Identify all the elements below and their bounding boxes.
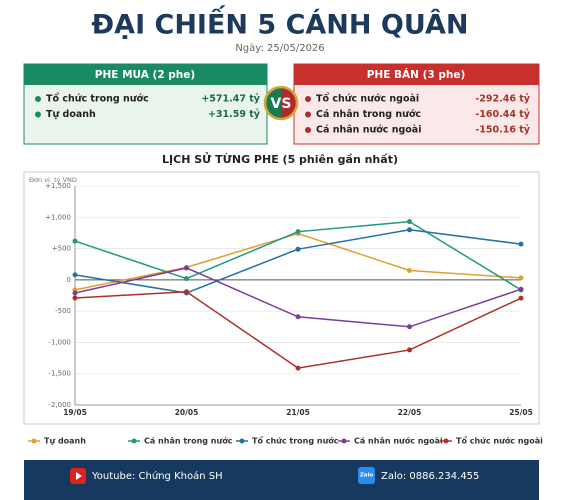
sell-panel-header xyxy=(294,64,539,85)
data-point xyxy=(295,314,301,320)
row-value: +571.47 tỷ xyxy=(201,94,260,105)
legend-dot xyxy=(131,438,137,444)
row-label: Tổ chức trong nước xyxy=(46,93,149,105)
date: Ngày: 25/05/2026 xyxy=(235,42,324,54)
data-point xyxy=(72,295,78,301)
legend-label: Cá nhân trong nước xyxy=(144,436,233,446)
y-tick-label: -500 xyxy=(55,307,71,315)
chart-title: LỊCH SỬ TỪNG PHE (5 phiên gần nhất) xyxy=(162,152,398,166)
data-point xyxy=(407,227,412,233)
y-tick-label: +500 xyxy=(52,245,71,253)
title: ĐẠI CHIẾN 5 CÁNH QUÂN xyxy=(92,6,469,41)
y-tick-label: -1,000 xyxy=(48,338,71,346)
data-point xyxy=(72,290,78,296)
footer xyxy=(24,460,539,500)
row-label: Cá nhân nước ngoài xyxy=(316,125,421,136)
data-point xyxy=(295,246,301,252)
sell-panel-title: PHE BÁN (3 phe) xyxy=(367,68,466,81)
data-point xyxy=(184,276,189,282)
zalo-text[interactable]: Zalo: 0886.234.455 xyxy=(381,471,479,482)
y-axis-label: Đơn vị: tỷ VND xyxy=(29,175,77,184)
y-tick-label: -2,000 xyxy=(48,401,71,409)
buy-panel-header xyxy=(24,64,267,85)
youtube-text[interactable]: Youtube: Chứng Khoán SH xyxy=(91,470,223,482)
data-point xyxy=(518,241,524,247)
legend-dot xyxy=(239,438,245,444)
youtube-play xyxy=(76,472,82,480)
vs-badge xyxy=(263,85,299,121)
y-tick-label: +1,500 xyxy=(45,182,71,190)
legend-label: Tổ chức nước ngoài xyxy=(456,435,543,446)
row-value: -292.46 tỷ xyxy=(475,94,530,105)
x-tick-label: 20/05 xyxy=(175,408,199,417)
x-tick-label: 25/05 xyxy=(509,408,533,417)
legend-dot xyxy=(443,438,449,444)
row-dot xyxy=(305,111,311,118)
data-point xyxy=(295,229,301,235)
row-dot xyxy=(35,111,41,118)
y-tick-label: -1,500 xyxy=(48,370,71,378)
legend-dot xyxy=(31,438,37,444)
vs-text: VS xyxy=(271,96,292,112)
row-value: +31.59 tỷ xyxy=(208,109,261,120)
data-point xyxy=(184,289,189,295)
data-point xyxy=(518,275,524,281)
data-point xyxy=(518,286,524,292)
chart-frame xyxy=(23,171,540,425)
data-point xyxy=(518,295,524,301)
y-tick-label: +1,000 xyxy=(45,213,71,221)
x-tick-label: 22/05 xyxy=(398,408,422,417)
data-point xyxy=(184,265,189,271)
row-dot xyxy=(305,127,311,133)
data-point xyxy=(407,324,412,330)
data-point xyxy=(407,267,412,273)
zalo-icon-text: Zalo xyxy=(360,473,374,479)
x-tick-label: 19/05 xyxy=(63,408,87,417)
data-point xyxy=(72,272,78,278)
row-value: -160.44 tỷ xyxy=(475,109,530,120)
row-label: Tổ chức nước ngoài xyxy=(316,93,419,105)
buy-panel-title: PHE MUA (2 phe) xyxy=(95,69,195,81)
legend-label: Tự doanh xyxy=(44,437,86,446)
x-tick-label: 21/05 xyxy=(286,408,310,417)
data-point xyxy=(295,365,301,371)
legend-dot xyxy=(341,438,347,444)
row-label: Tự doanh xyxy=(46,109,96,120)
legend-label: Tổ chức trong nước xyxy=(252,435,339,446)
data-point xyxy=(407,347,412,353)
legend-label: Cá nhân nước ngoài xyxy=(354,436,443,446)
y-tick-label: 0 xyxy=(67,276,71,284)
data-point xyxy=(72,238,78,244)
row-label: Cá nhân trong nước xyxy=(316,109,421,120)
data-point xyxy=(407,219,412,225)
zalo-icon xyxy=(358,467,375,484)
row-dot xyxy=(305,96,311,102)
row-value: -150.16 tỷ xyxy=(475,125,530,136)
row-dot xyxy=(35,96,41,102)
